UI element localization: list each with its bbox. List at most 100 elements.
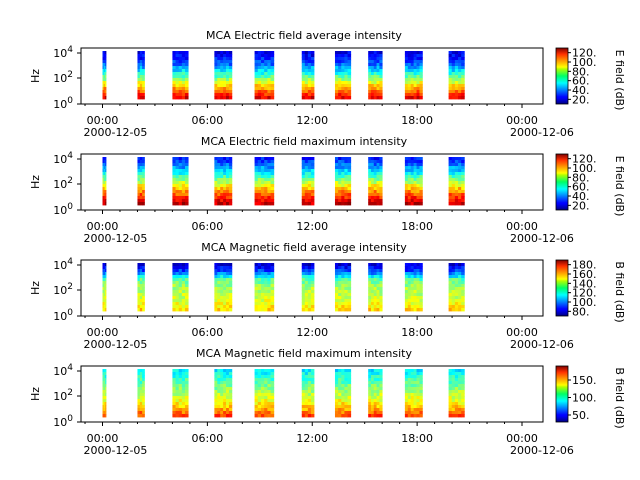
x-tick-label: 00:00 <box>87 114 119 127</box>
spectrogram-burst <box>301 157 315 206</box>
x-tick-label: 12:00 <box>296 326 328 339</box>
colorbar-label: E field (dB) <box>613 50 626 111</box>
colorbar-tick-label: 160. <box>572 268 597 281</box>
spectrogram-burst <box>172 51 189 100</box>
colorbar-tick-label: 180. <box>572 259 597 272</box>
y-axis-label: Hz <box>29 281 42 295</box>
x-tick-label: 18:00 <box>401 326 433 339</box>
spectrogram-burst <box>334 263 352 312</box>
x-date-label: 2000-12-06 <box>510 444 574 457</box>
colorbar-label: B field (dB) <box>613 367 626 428</box>
panel-2: MCA Electric field maximum intensity 104 1… <box>29 135 626 245</box>
spectrogram-burst <box>301 263 315 312</box>
panel-1: MCA Electric field average intensity 104 1… <box>29 29 626 139</box>
spectrogram-burst <box>214 157 233 206</box>
colorbar-label: E field (dB) <box>613 156 626 217</box>
x-tick-label: 00:00 <box>506 326 538 339</box>
spectrogram-burst <box>334 51 352 100</box>
colorbar-tick-label: 20. <box>572 93 590 106</box>
spectrogram-burst <box>368 369 383 418</box>
spectrogram-burst <box>214 369 233 418</box>
y-tick-label: 104 <box>53 257 73 272</box>
x-tick-label: 12:00 <box>296 432 328 445</box>
colorbar-tick-label: 40. <box>572 190 590 203</box>
x-tick-label: 06:00 <box>192 114 224 127</box>
y-tick-label: 102 <box>53 70 73 85</box>
panel-title: MCA Electric field maximum intensity <box>201 135 408 148</box>
spectrogram-burst <box>448 51 465 100</box>
x-tick-label: 12:00 <box>296 220 328 233</box>
colorbar: 180.160.140.120.100.80. B field (dB) <box>555 259 626 323</box>
y-tick-label: 104 <box>53 363 73 378</box>
y-tick-label: 102 <box>53 388 73 403</box>
panel-3: MCA Magnetic field average intensity 104 1… <box>29 241 626 351</box>
spectrogram-burst <box>334 369 352 418</box>
x-tick-label: 00:00 <box>87 326 119 339</box>
colorbar: 150. 100. 50. B field (dB) <box>555 365 626 429</box>
spectrogram-burst <box>404 51 423 100</box>
spectrogram-burst <box>214 51 233 100</box>
spectrogram-burst <box>137 263 145 312</box>
x-date-label: 2000-12-05 <box>84 444 148 457</box>
y-axis-label: Hz <box>29 387 42 401</box>
panel-title: MCA Magnetic field average intensity <box>201 241 407 254</box>
colorbar-tick-label: 60. <box>572 75 590 88</box>
x-tick-label: 12:00 <box>296 114 328 127</box>
spectrogram-burst <box>102 51 107 100</box>
spectrogram-burst <box>448 263 465 312</box>
x-tick-label: 18:00 <box>401 220 433 233</box>
spectrogram-burst <box>137 369 145 418</box>
x-date-label: 2000-12-06 <box>510 126 574 139</box>
panel-title: MCA Magnetic field maximum intensity <box>196 347 412 360</box>
colorbar-tick-label: 100. <box>572 296 597 309</box>
spectrogram-burst <box>404 157 423 206</box>
colorbar-tick-label: 100. <box>572 162 597 175</box>
spectrogram-burst <box>102 263 107 312</box>
x-tick-label: 18:00 <box>401 432 433 445</box>
colorbar-tick-label: 120. <box>572 47 597 60</box>
x-tick-label: 00:00 <box>87 432 119 445</box>
x-tick-label: 06:00 <box>192 326 224 339</box>
panel-4: MCA Magnetic field maximum intensity 104 1… <box>29 347 626 457</box>
y-tick-label: 100 <box>53 96 73 111</box>
colorbar-tick-label: 100. <box>572 392 597 405</box>
spectrogram-burst <box>254 51 275 100</box>
spectrogram-burst <box>137 51 145 100</box>
x-tick-label: 00:00 <box>87 220 119 233</box>
panel-title: MCA Electric field average intensity <box>206 29 402 42</box>
colorbar-tick-label: 120. <box>572 287 597 300</box>
x-tick-label: 06:00 <box>192 432 224 445</box>
y-axis-label: Hz <box>29 175 42 189</box>
y-tick-label: 100 <box>53 308 73 323</box>
x-date-label: 2000-12-06 <box>510 232 574 245</box>
colorbar-tick-label: 80. <box>572 171 590 184</box>
spectrogram-burst <box>172 157 189 206</box>
spectrogram-burst <box>254 369 275 418</box>
y-tick-label: 104 <box>53 45 73 60</box>
y-tick-label: 104 <box>53 151 73 166</box>
colorbar-tick-label: 40. <box>572 84 590 97</box>
colorbar: 120.100.80.60.40.20. E field (dB) <box>555 47 626 111</box>
colorbar-tick-label: 80. <box>572 65 590 78</box>
y-axis-label: Hz <box>29 69 42 83</box>
spectrogram-burst <box>448 157 465 206</box>
colorbar: 120.100.80.60.40.20. E field (dB) <box>555 153 626 217</box>
spectrogram-burst <box>137 157 145 206</box>
spectrogram-burst <box>448 369 465 418</box>
colorbar-tick-label: 20. <box>572 199 590 212</box>
colorbar-tick-label: 60. <box>572 181 590 194</box>
spectrogram-burst <box>172 369 189 418</box>
y-tick-label: 102 <box>53 176 73 191</box>
colorbar-tick-label: 50. <box>572 409 590 422</box>
spectrogram-burst <box>172 263 189 312</box>
x-tick-label: 06:00 <box>192 220 224 233</box>
spectrogram-burst <box>404 263 423 312</box>
y-tick-label: 102 <box>53 282 73 297</box>
x-date-label: 2000-12-06 <box>510 338 574 351</box>
spectrogram-burst <box>214 263 233 312</box>
x-tick-label: 00:00 <box>506 114 538 127</box>
spectrogram-burst <box>368 263 383 312</box>
spectrogram-burst <box>102 157 107 206</box>
spectrogram-burst <box>301 369 315 418</box>
